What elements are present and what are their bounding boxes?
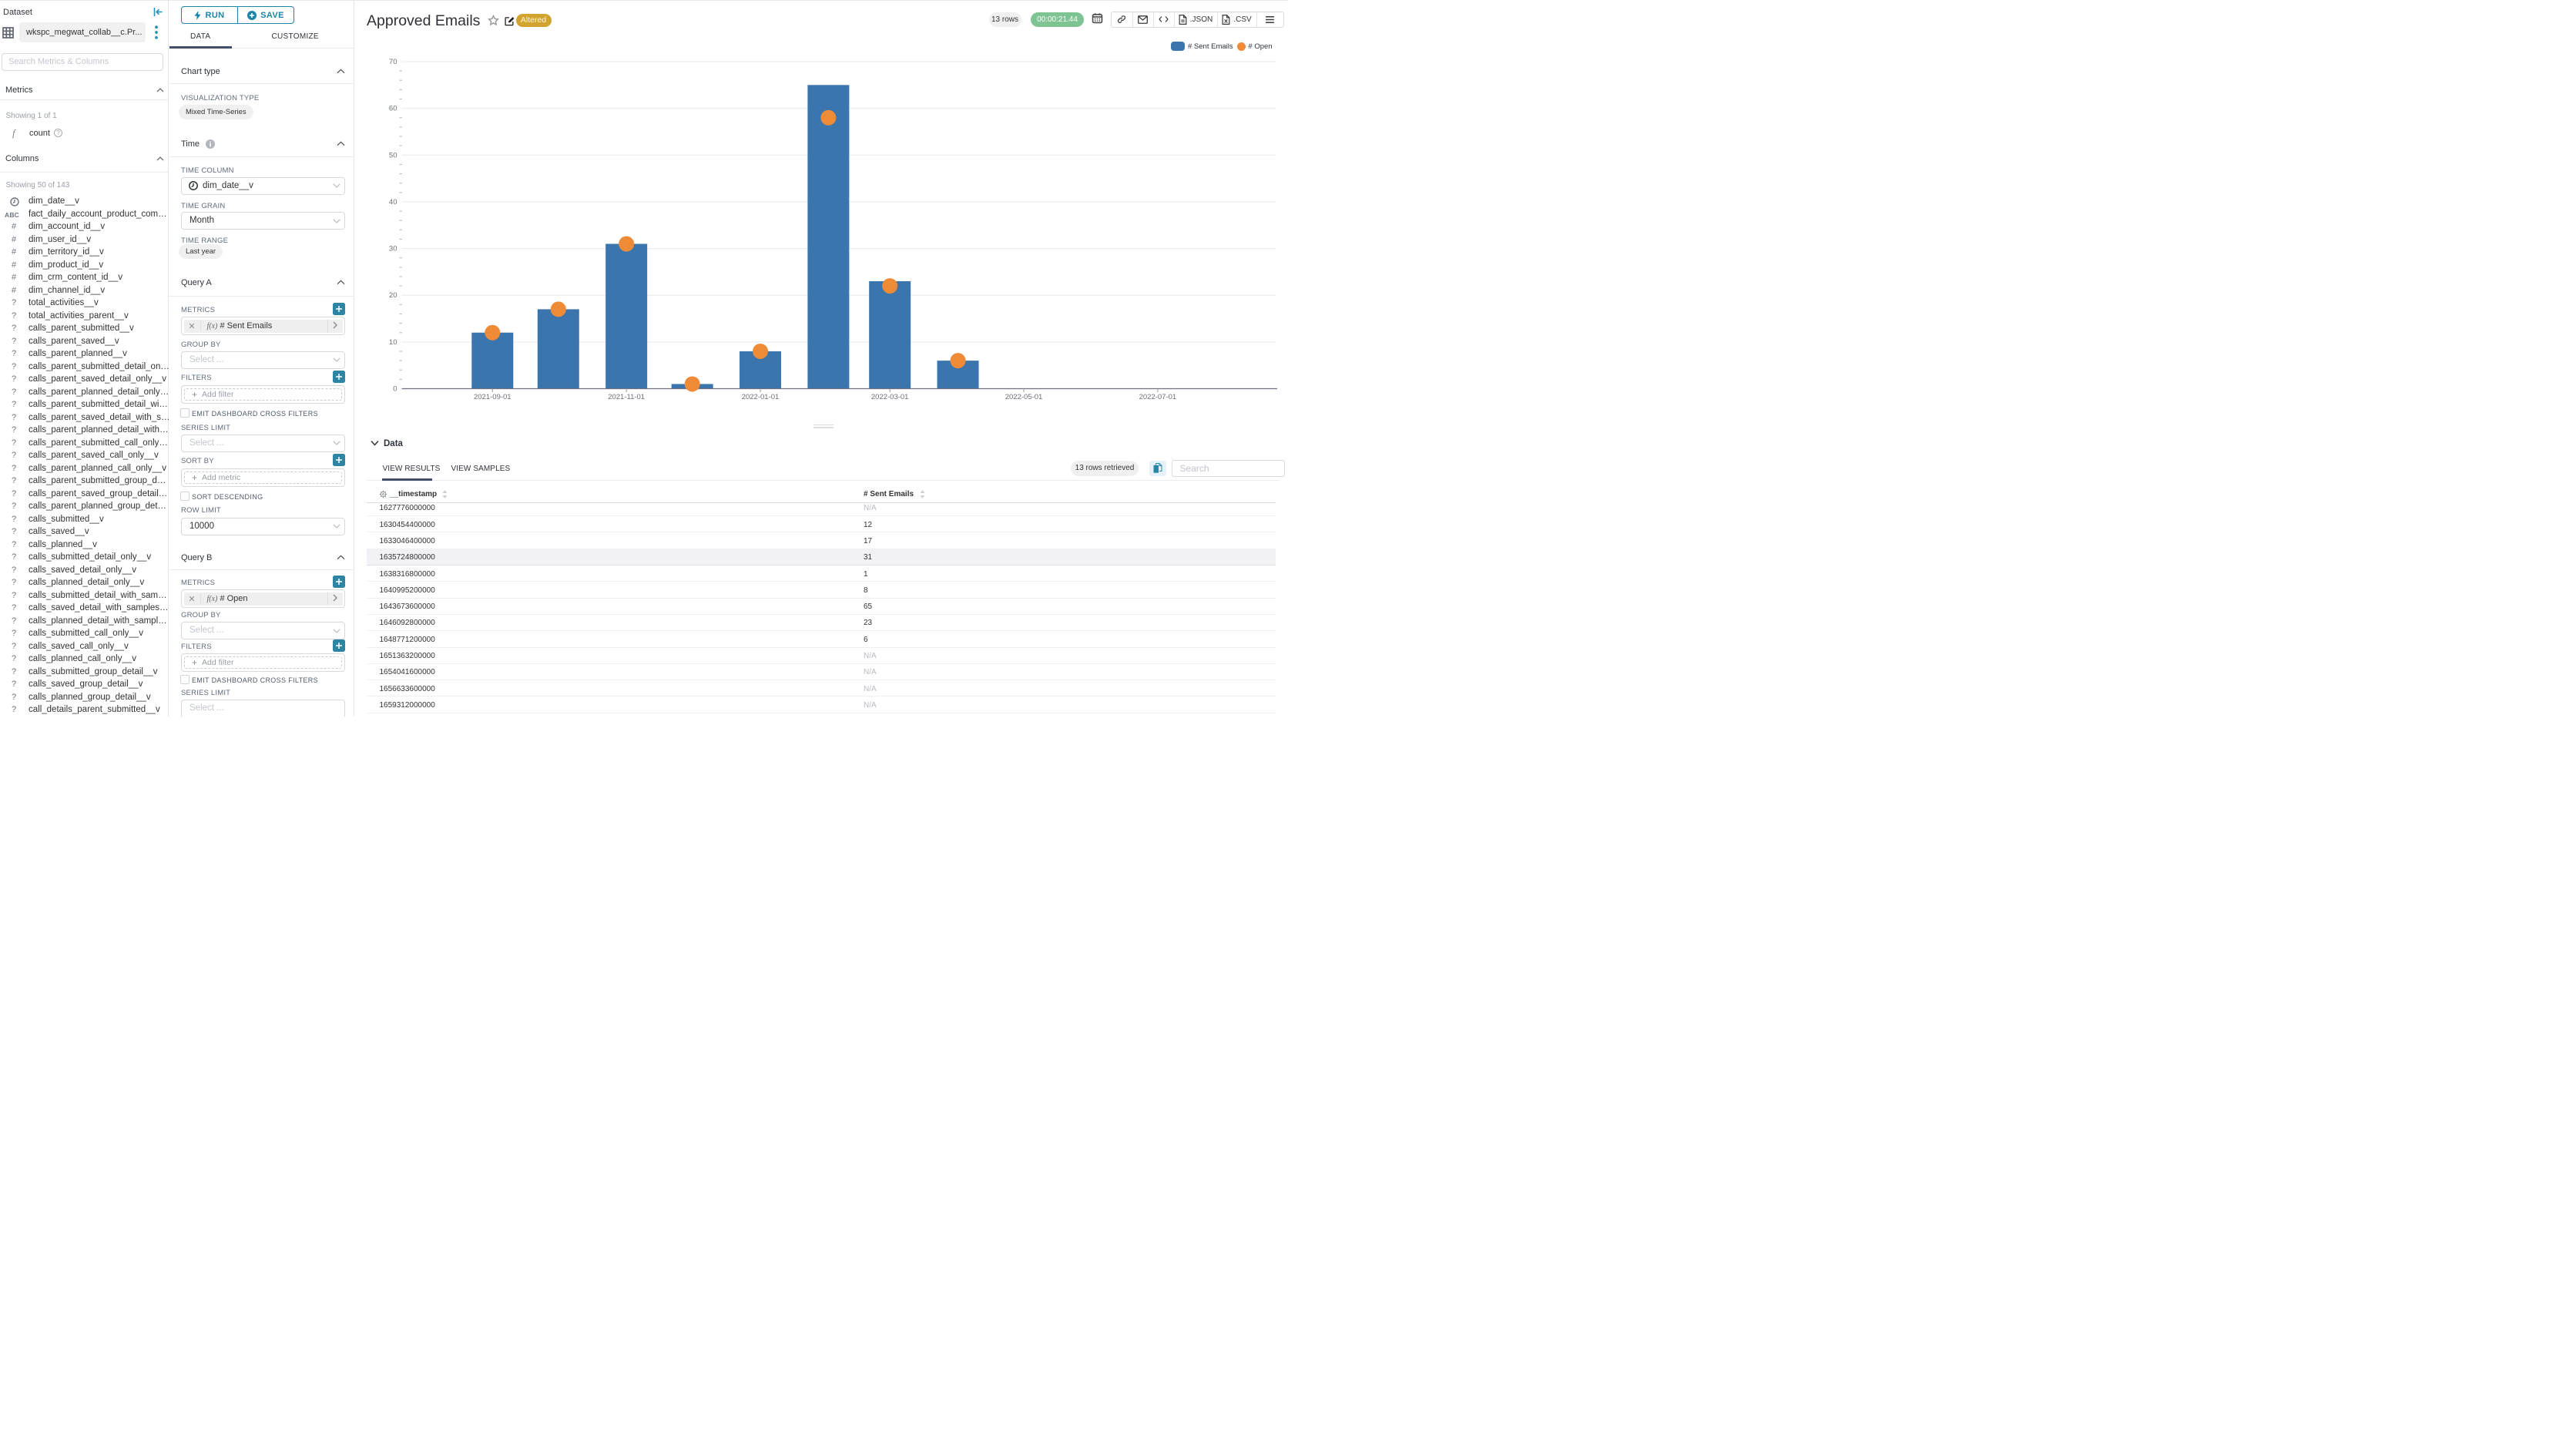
svg-text:2022-07-01: 2022-07-01 (1139, 393, 1177, 401)
svg-text:0: 0 (393, 385, 397, 394)
svg-text:40: 40 (389, 198, 397, 206)
svg-text:2022-03-01: 2022-03-01 (871, 393, 909, 401)
svg-text:20: 20 (389, 291, 397, 300)
svg-text:50: 50 (389, 151, 397, 159)
svg-text:10: 10 (389, 338, 397, 347)
svg-text:70: 70 (389, 58, 397, 66)
svg-text:2021-09-01: 2021-09-01 (474, 393, 512, 401)
svg-text:2022-01-01: 2022-01-01 (742, 393, 780, 401)
svg-text:60: 60 (389, 105, 397, 113)
svg-text:2022-05-01: 2022-05-01 (1005, 393, 1043, 401)
svg-text:2021-11-01: 2021-11-01 (608, 393, 645, 401)
svg-text:30: 30 (389, 245, 397, 253)
